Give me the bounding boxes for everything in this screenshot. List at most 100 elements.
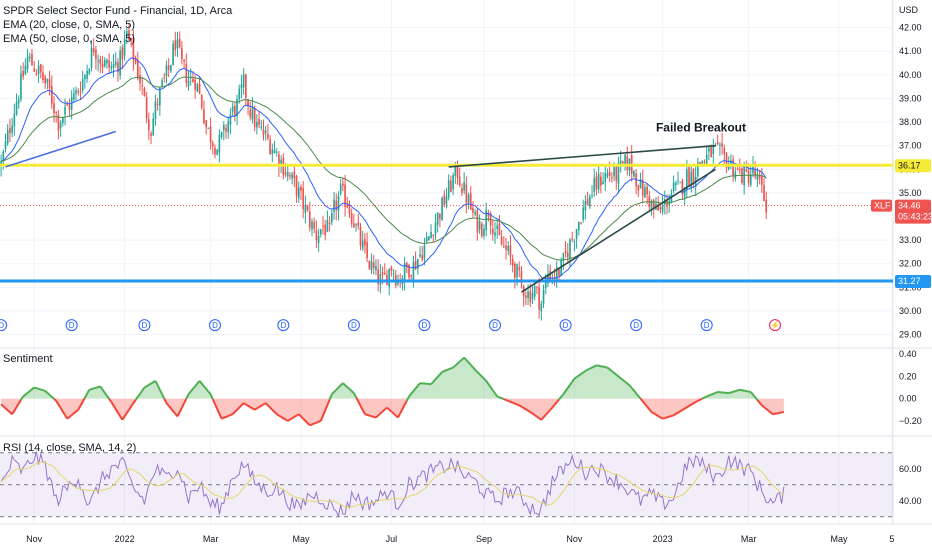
sentiment-segment — [767, 409, 772, 414]
candle — [33, 61, 36, 72]
candle — [95, 45, 97, 70]
candle-body — [677, 180, 679, 182]
candle-body — [617, 162, 620, 184]
candle — [114, 52, 117, 68]
candle — [302, 181, 305, 219]
candle — [57, 109, 60, 140]
candle-body — [73, 93, 75, 100]
candle — [756, 167, 759, 187]
candle — [421, 246, 424, 262]
sentiment-segment — [523, 407, 527, 411]
candle — [566, 243, 569, 264]
sentiment-segment — [659, 416, 664, 420]
sentiment-segment — [106, 395, 110, 400]
sentiment-segment — [170, 407, 174, 412]
candle — [176, 31, 179, 58]
sentiment-segment — [293, 414, 298, 418]
candle-body — [500, 236, 503, 245]
candle — [529, 283, 532, 307]
candle-body — [346, 204, 349, 208]
candle — [192, 71, 194, 83]
support-price-tag-bg — [895, 274, 931, 288]
candle-body — [286, 171, 289, 177]
candle-body — [425, 237, 428, 243]
candle-body — [152, 118, 155, 135]
sentiment-segment — [214, 403, 219, 410]
candle-body — [405, 262, 408, 268]
sentiment-segment — [514, 402, 518, 406]
candle-body — [209, 126, 212, 143]
candle-body — [547, 273, 549, 284]
candle-body — [516, 264, 518, 278]
candle-body — [20, 73, 22, 100]
candle — [692, 168, 695, 189]
candle-body — [174, 40, 177, 51]
candle — [611, 172, 613, 183]
sentiment-segment — [172, 410, 177, 415]
sentiment-segment — [211, 398, 216, 405]
sentiment-segment — [161, 393, 166, 400]
candle-body — [302, 188, 305, 210]
candle — [289, 171, 291, 180]
candle-body — [308, 211, 311, 228]
candle-body — [253, 107, 256, 128]
candle-body — [467, 195, 470, 203]
candle — [229, 108, 232, 135]
symbol-title[interactable]: SPDR Select Sector Fund - Financial, 1D,… — [3, 5, 233, 17]
candle — [452, 172, 454, 195]
sentiment-segment — [732, 390, 736, 393]
candle — [359, 223, 362, 251]
candle-body — [134, 57, 137, 64]
sentiment-segment — [55, 400, 60, 405]
candle-body — [591, 195, 593, 197]
sentiment-segment — [86, 389, 91, 395]
candle — [15, 93, 18, 116]
candle — [339, 178, 342, 196]
sentiment-segment — [302, 417, 307, 422]
candle — [491, 219, 494, 241]
sentiment-segment — [0, 403, 4, 407]
candle — [461, 183, 463, 196]
candle — [117, 58, 119, 83]
ema20-legend[interactable]: EMA (20, close, 0, SMA, 5) — [3, 19, 136, 31]
candle — [337, 191, 340, 221]
sentiment-segment — [510, 400, 514, 404]
sentiment-segment — [361, 409, 366, 415]
candle-body — [445, 196, 448, 205]
dividend-marker — [418, 319, 431, 332]
candle — [637, 184, 640, 198]
rsi-pane-title[interactable]: RSI (14, close, SMA, 14, 2) — [3, 442, 137, 454]
candle-body — [344, 184, 346, 207]
candle-body — [198, 83, 201, 94]
sentiment-segment — [20, 395, 25, 401]
candle — [525, 289, 527, 305]
sentiment-segment — [101, 388, 106, 394]
sentiment-segment — [240, 402, 245, 407]
sentiment-segment — [635, 392, 640, 397]
candle — [688, 165, 690, 186]
candle — [271, 143, 274, 163]
dividend-marker-label: D — [704, 321, 710, 330]
ema50-legend[interactable]: EMA (50, close, 0, SMA, 5) — [3, 33, 136, 45]
sentiment-segment — [701, 396, 705, 400]
candle — [68, 98, 71, 117]
sentiment-pane-title[interactable]: Sentiment — [3, 353, 53, 365]
sentiment-segment — [628, 384, 633, 389]
candle-body — [388, 269, 391, 287]
sentiment-segment — [617, 375, 622, 380]
sentiment-segment — [390, 410, 395, 415]
candle-body — [75, 89, 77, 94]
candle-body — [39, 64, 42, 73]
candle — [170, 64, 172, 73]
candle-body — [710, 145, 712, 158]
price-tick-label: 38.00 — [899, 117, 922, 127]
candle — [355, 223, 357, 232]
sentiment-segment — [494, 392, 499, 398]
candle-body — [714, 144, 717, 146]
sentiment-segment — [316, 420, 319, 424]
candle-body — [125, 31, 128, 36]
sentiment-segment — [648, 408, 653, 413]
sentiment-segment — [154, 380, 159, 386]
candle-body — [108, 60, 110, 68]
